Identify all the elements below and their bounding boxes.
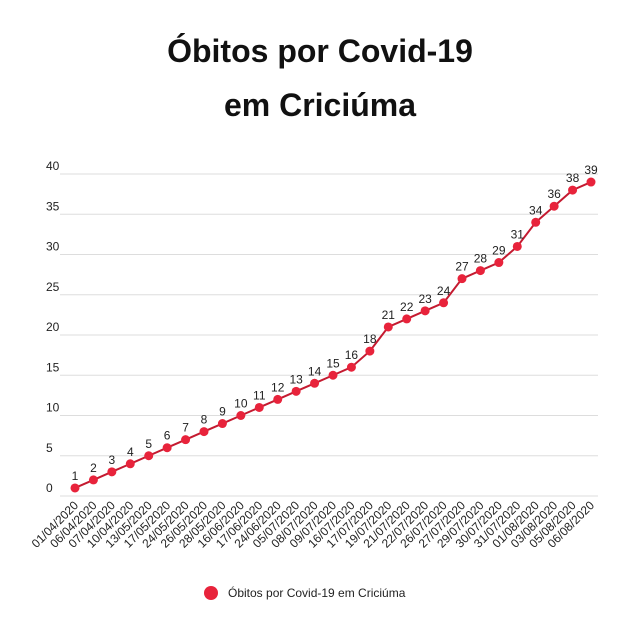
data-label: 4 <box>127 445 134 459</box>
point <box>420 306 430 316</box>
data-label: 1 <box>72 469 79 483</box>
data-label: 31 <box>511 227 525 241</box>
data-label: 24 <box>437 284 451 298</box>
data-label: 2 <box>90 461 97 475</box>
y-tick-label: 10 <box>46 401 60 415</box>
point <box>402 314 412 324</box>
data-label: 12 <box>271 380 285 394</box>
point <box>494 258 504 268</box>
point <box>88 475 98 485</box>
data-label: 38 <box>566 171 580 185</box>
data-label: 5 <box>145 437 152 451</box>
data-label: 34 <box>529 203 543 217</box>
y-tick-label: 15 <box>46 360 60 374</box>
point <box>549 201 559 211</box>
data-label: 13 <box>289 372 303 386</box>
legend-label: Óbitos por Covid-19 em Criciúma <box>228 585 406 600</box>
data-label: 18 <box>363 332 377 346</box>
data-label: 36 <box>547 187 561 201</box>
chart-title: Óbitos por Covid-19 <box>167 33 473 69</box>
data-label: 29 <box>492 244 506 258</box>
chart-title: em Criciúma <box>224 87 416 123</box>
data-label: 7 <box>182 421 189 435</box>
y-tick-label: 35 <box>46 199 60 213</box>
data-label: 14 <box>308 364 322 378</box>
data-label: 21 <box>382 308 396 322</box>
point <box>365 346 375 356</box>
point <box>217 419 227 429</box>
data-label: 10 <box>234 397 248 411</box>
point <box>586 177 596 187</box>
point <box>346 362 356 372</box>
legend-marker <box>204 586 218 600</box>
point <box>291 386 301 396</box>
data-label: 23 <box>418 292 432 306</box>
y-tick-label: 25 <box>46 280 60 294</box>
point <box>107 467 117 477</box>
data-label: 3 <box>109 453 116 467</box>
data-label: 16 <box>345 348 359 362</box>
y-tick-label: 40 <box>46 159 60 173</box>
data-label: 8 <box>201 413 208 427</box>
point <box>328 370 338 380</box>
point <box>199 427 209 437</box>
y-tick-label: 20 <box>46 320 60 334</box>
data-label: 22 <box>400 300 414 314</box>
data-label: 9 <box>219 405 226 419</box>
point <box>475 266 485 276</box>
point <box>310 378 320 388</box>
data-label: 6 <box>164 429 171 443</box>
y-tick-label: 30 <box>46 240 60 254</box>
y-tick-label: 5 <box>46 441 53 455</box>
y-tick-label: 0 <box>46 481 53 495</box>
point <box>125 459 135 469</box>
point <box>273 394 283 404</box>
point <box>457 274 467 284</box>
data-label: 11 <box>253 388 266 402</box>
point <box>254 402 264 412</box>
point <box>144 451 154 461</box>
data-label: 39 <box>584 163 598 177</box>
point <box>236 411 246 420</box>
data-label: 15 <box>326 356 340 370</box>
data-label: 28 <box>474 252 488 266</box>
point <box>439 298 449 308</box>
data-label: 27 <box>455 260 469 274</box>
point <box>70 483 80 493</box>
point <box>383 322 393 332</box>
point <box>568 185 578 195</box>
point <box>531 217 541 227</box>
point <box>181 435 191 445</box>
point <box>162 443 172 453</box>
point <box>512 241 522 251</box>
